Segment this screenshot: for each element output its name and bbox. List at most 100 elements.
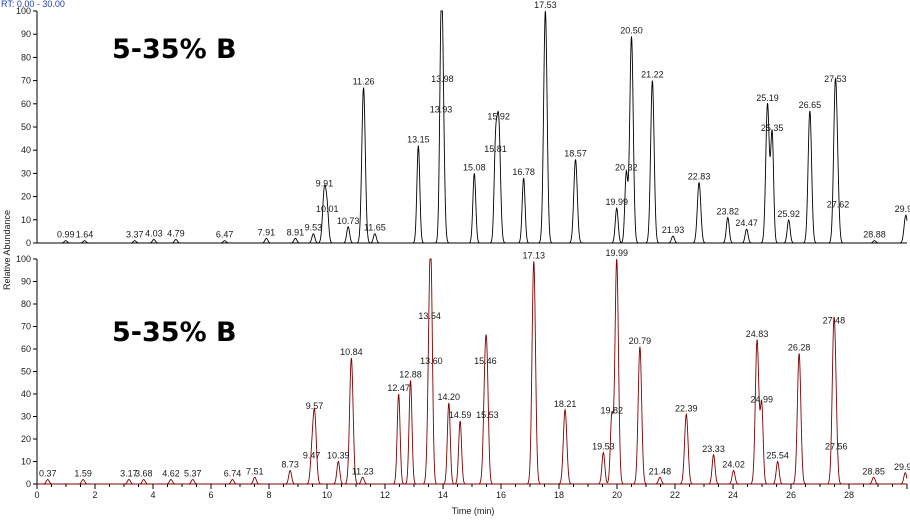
peak-label: 9.53	[305, 223, 323, 233]
peak-label: 15.53	[476, 410, 499, 420]
peak-label: 10.01	[316, 204, 339, 214]
peak-label: 15.81	[484, 144, 507, 154]
y-axis-title: Relative Abundance	[2, 210, 12, 290]
y-tick-label: 90	[21, 277, 31, 287]
y-tick-label: 60	[21, 99, 31, 109]
peak-label: 25.19	[756, 93, 779, 103]
x-tick-label: 0	[34, 490, 39, 500]
peak-label: 9.57	[306, 401, 324, 411]
x-axis-title: Time (min)	[452, 506, 495, 516]
peak-label: 21.48	[649, 466, 672, 476]
peak-label: 6.74	[224, 469, 242, 479]
peak-label: 7.91	[258, 227, 276, 237]
peak-label: 10.39	[327, 451, 350, 461]
x-tick-label: 6	[208, 490, 213, 500]
x-tick-label: 2	[92, 490, 97, 500]
y-tick-label: 80	[21, 52, 31, 62]
peak-label: 18.21	[554, 399, 577, 409]
y-tick-label: 40	[21, 389, 31, 399]
peak-label: 5.37	[184, 469, 202, 479]
x-tick-label: 24	[728, 490, 738, 500]
peak-label: 20.50	[620, 26, 643, 36]
peak-label: 4.62	[162, 469, 180, 479]
peak-label: 24.02	[722, 460, 745, 470]
peak-label: 1.59	[74, 469, 92, 479]
peak-label: 19.82	[601, 406, 624, 416]
peak-label: 10.84	[340, 347, 363, 357]
y-tick-label: 30	[21, 412, 31, 422]
peak-label: 19.99	[605, 248, 628, 258]
peak-label: 13.93	[430, 104, 453, 114]
peak-label: 23.82	[717, 206, 740, 216]
peak-label: 11.26	[353, 77, 375, 87]
x-axis: 0 2 4 6 8 10 12 14 16 18 20 22 24 26 28	[34, 484, 908, 500]
rt-range-label: RT: 0.00 - 30.00	[1, 0, 65, 9]
y-tick-label: 40	[21, 145, 31, 155]
x-tick-label: 28	[844, 490, 854, 500]
peak-label: 22.83	[688, 172, 711, 182]
peak-label: 0.99	[57, 230, 75, 240]
peak-label: 29.94	[894, 462, 910, 472]
peak-label: 29.96	[895, 204, 910, 214]
peak-label: 4.03	[145, 229, 163, 239]
peak-label: 12.47	[387, 383, 410, 393]
peak-label: 21.93	[662, 225, 685, 235]
y-tick-label: 100	[16, 254, 31, 264]
x-tick-label: 26	[786, 490, 796, 500]
peak-label: 9.91	[316, 179, 334, 189]
y-tick-label: 20	[21, 192, 31, 202]
peak-label: 25.35	[761, 123, 784, 133]
peak-label: 3.17	[120, 469, 138, 479]
peak-label: 6.47	[216, 230, 234, 240]
condition-label: 5-35% B	[112, 317, 237, 348]
peak-label: 11.65	[364, 223, 386, 233]
peak-label: 15.92	[487, 111, 510, 121]
peak-label: 9.47	[303, 451, 321, 461]
peak-label: 16.78	[512, 167, 535, 177]
y-tick-label: 20	[21, 434, 31, 444]
peak-label: 14.59	[449, 410, 472, 420]
y-tick-label: 50	[21, 367, 31, 377]
peak-label: 24.47	[735, 218, 758, 228]
x-tick-label: 4	[150, 490, 155, 500]
peak-label: 13.60	[420, 356, 443, 366]
peak-label: 24.99	[750, 394, 773, 404]
y-tick-label: 30	[21, 168, 31, 178]
x-tick-label: 8	[266, 490, 271, 500]
y-tick-label: 70	[21, 322, 31, 332]
y-tick-label: 100	[16, 6, 31, 16]
peak-label: 26.65	[799, 100, 822, 110]
condition-label: 5-35% B	[112, 34, 237, 65]
peak-label: 3.68	[135, 469, 153, 479]
peak-label: 20.32	[615, 162, 638, 172]
peak-label: 4.79	[167, 229, 185, 239]
peak-label: 26.28	[788, 343, 811, 353]
peak-label: 15.46	[474, 356, 497, 366]
peak-label: 28.88	[863, 230, 886, 240]
peak-label: 27.62	[827, 200, 850, 210]
y-tick-label: 0	[26, 238, 31, 248]
peak-label: 3.37	[126, 230, 144, 240]
peak-label: 20.79	[629, 336, 652, 346]
peak-label: 11.23	[352, 466, 374, 476]
x-tick-label: 14	[438, 490, 448, 500]
x-tick-label: 16	[496, 490, 506, 500]
peak-label: 14.20	[438, 392, 461, 402]
peak-label: 19.53	[592, 442, 615, 452]
peak-label: 1.64	[76, 230, 94, 240]
peak-label: 10.73	[337, 216, 360, 226]
y-tick-label: 10	[21, 215, 31, 225]
peak-label: 17.13	[523, 250, 546, 260]
y-tick-label: 90	[21, 29, 31, 39]
y-tick-label: 60	[21, 344, 31, 354]
peak-label: 13.54	[418, 311, 441, 321]
y-tick-label: 10	[21, 457, 31, 467]
peak-label: 27.56	[825, 442, 848, 452]
peak-label: 0.37	[39, 469, 57, 479]
peak-label: 13.15	[407, 135, 430, 145]
y-tick-label: 50	[21, 122, 31, 132]
bottom-chromatogram-panel: 0 10 20 30 40 50 60 70 80 90 100 0.37 1.59 3.173.68 4.…	[16, 248, 910, 489]
x-tick-label: 12	[380, 490, 390, 500]
peak-label: 21.22	[641, 70, 664, 80]
